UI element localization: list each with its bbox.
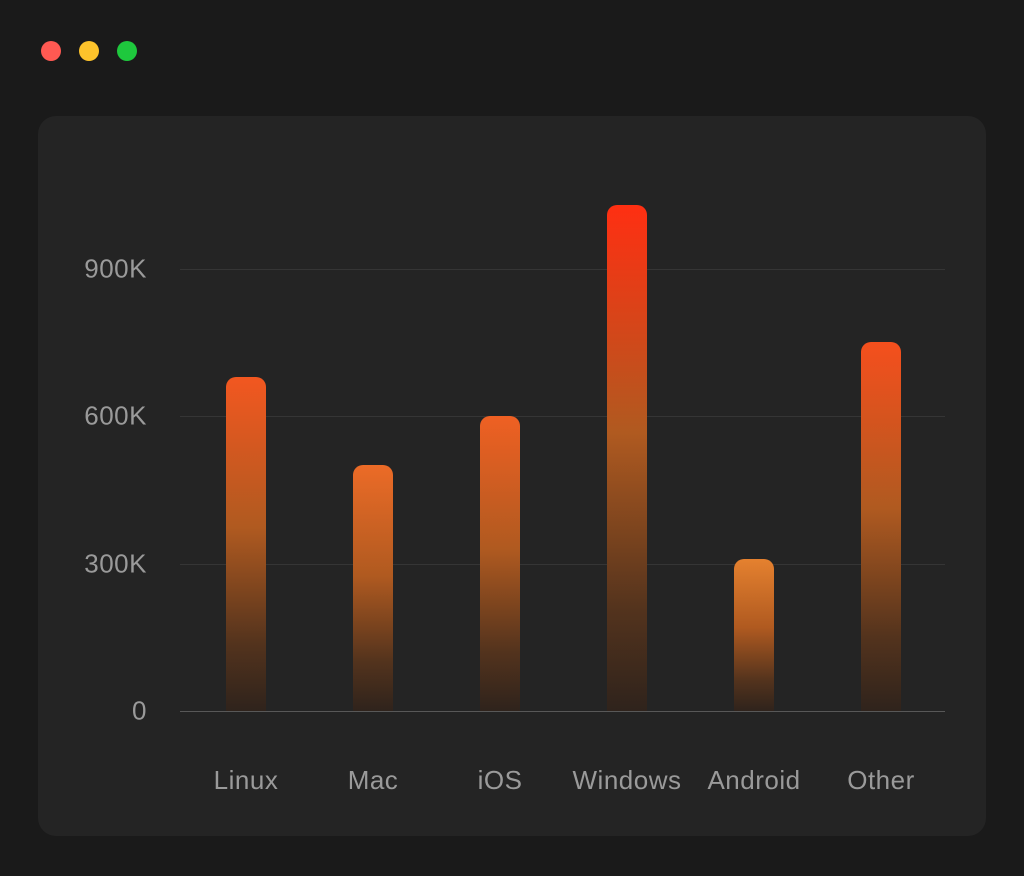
zoom-button[interactable] [117, 41, 137, 61]
bar-linux [226, 376, 266, 711]
x-axis-category-label: Linux [213, 765, 279, 795]
x-axis-category-label: Windows [572, 765, 682, 795]
x-axis-line [180, 711, 945, 712]
x-axis-category-label: Android [707, 765, 801, 795]
y-axis-tick-label: 600K [84, 400, 147, 431]
y-axis-tick-label: 300K [84, 548, 147, 578]
minimize-button[interactable] [79, 41, 99, 61]
bar-other [861, 342, 901, 711]
chart-panel: 900K 600K 300K 0 Linux Mac iOS Windows Android Ot… [38, 116, 986, 836]
bar-ios [480, 416, 520, 711]
gridline [180, 268, 945, 270]
gridline [180, 563, 945, 565]
window-titlebar [41, 41, 137, 61]
bar-mac [353, 465, 393, 711]
y-axis-tick-label: 0 [132, 695, 147, 726]
bar-android [734, 558, 774, 711]
gridline [180, 416, 945, 417]
x-axis-category-label: Mac [347, 765, 399, 795]
close-button[interactable] [41, 41, 61, 61]
bar-windows [607, 204, 647, 711]
bar-chart: 900K 600K 300K 0 Linux Mac iOS Windows Android Ot… [38, 116, 986, 836]
y-axis-tick-label: 900K [84, 253, 147, 283]
x-axis-category-label: Other [847, 765, 915, 795]
x-axis-category-label: iOS [477, 765, 523, 795]
